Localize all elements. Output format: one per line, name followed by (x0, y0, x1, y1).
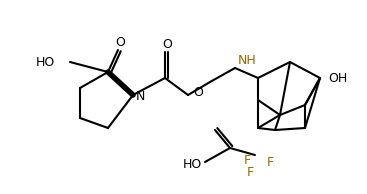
Text: HO: HO (183, 158, 202, 171)
Text: F: F (246, 166, 254, 179)
Text: O: O (162, 37, 172, 50)
Text: N: N (136, 90, 145, 104)
Text: F: F (243, 153, 251, 166)
Text: O: O (193, 86, 203, 99)
Text: O: O (115, 36, 125, 48)
Text: HO: HO (36, 55, 55, 68)
Text: F: F (266, 157, 273, 170)
Text: OH: OH (328, 72, 347, 85)
Text: NH: NH (238, 54, 257, 67)
